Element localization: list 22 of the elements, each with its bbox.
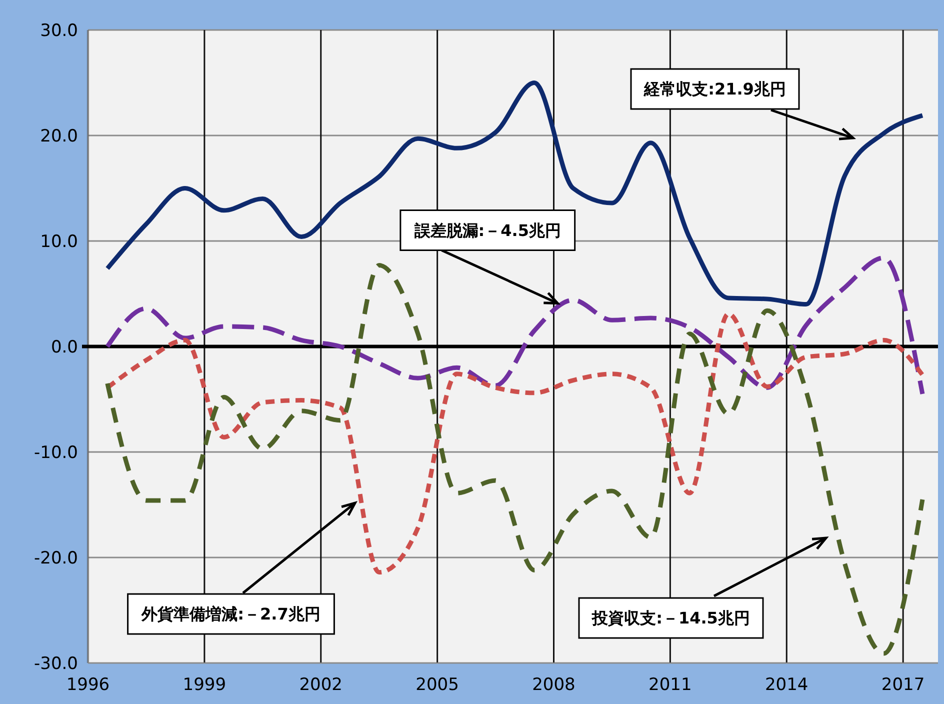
x-tick-label: 1996 — [66, 675, 110, 695]
x-tick-label: 2002 — [299, 675, 343, 695]
x-tick-label: 2008 — [532, 675, 576, 695]
y-tick-label: -10.0 — [34, 442, 78, 463]
x-tick-label: 1999 — [182, 675, 226, 695]
line-series — [105, 256, 925, 396]
line-series — [105, 263, 925, 656]
line-series — [105, 80, 925, 307]
y-tick-label: -30.0 — [34, 654, 78, 674]
y-tick-label: 10.0 — [40, 232, 78, 252]
x-tick-label: 2011 — [648, 675, 692, 695]
annotation: 外貨準備増減:－2.7兆円 — [140, 604, 320, 624]
annotation: 投資収支:－14.5兆円 — [591, 608, 750, 628]
x-tick-label: 2017 — [881, 675, 925, 695]
y-tick-label: 20.0 — [40, 126, 78, 146]
y-tick-label: -20.0 — [34, 548, 78, 568]
y-tick-label: 0.0 — [50, 337, 78, 358]
annotation: 誤差脱漏:－4.5兆円 — [413, 220, 562, 240]
y-tick-label: 30.0 — [40, 20, 78, 41]
x-tick-label: 2005 — [416, 675, 459, 695]
x-tick-label: 2014 — [764, 675, 808, 695]
annotation: 経常収支:21.9兆円 — [643, 80, 786, 99]
